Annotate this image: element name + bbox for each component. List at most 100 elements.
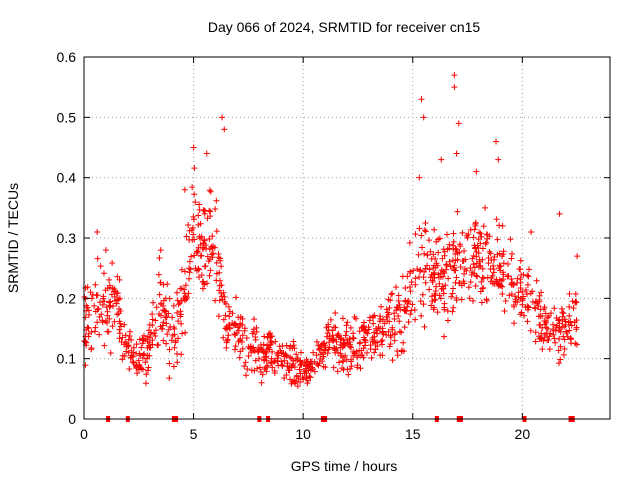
data-point bbox=[422, 265, 429, 272]
data-point bbox=[200, 244, 207, 251]
data-point bbox=[143, 380, 150, 387]
data-point bbox=[461, 270, 468, 277]
data-point bbox=[92, 281, 99, 288]
x-tick-labels: 0 5 10 15 20 bbox=[80, 426, 530, 442]
data-point bbox=[96, 331, 103, 338]
data-point bbox=[375, 323, 382, 330]
data-point bbox=[560, 351, 567, 358]
data-point bbox=[527, 327, 534, 334]
data-point bbox=[212, 297, 219, 304]
data-point bbox=[501, 307, 508, 314]
data-point bbox=[291, 364, 298, 371]
data-point bbox=[471, 264, 478, 271]
data-point bbox=[337, 350, 344, 357]
data-point bbox=[133, 341, 140, 348]
data-point bbox=[566, 303, 573, 310]
data-point bbox=[451, 72, 458, 79]
data-point bbox=[304, 380, 311, 387]
data-point bbox=[426, 237, 433, 244]
data-point bbox=[408, 307, 415, 314]
data-point bbox=[470, 252, 477, 259]
data-point bbox=[361, 342, 368, 349]
data-point bbox=[98, 311, 105, 318]
data-point bbox=[224, 336, 231, 343]
data-point bbox=[174, 289, 181, 296]
data-point bbox=[573, 324, 580, 331]
data-point bbox=[528, 228, 535, 235]
data-point bbox=[125, 349, 132, 356]
data-point bbox=[116, 326, 123, 333]
data-point bbox=[421, 250, 428, 257]
data-point bbox=[181, 268, 188, 275]
data-point bbox=[500, 260, 507, 267]
data-point bbox=[206, 187, 213, 194]
data-point bbox=[115, 296, 122, 303]
data-point bbox=[508, 281, 515, 288]
data-point bbox=[383, 331, 390, 338]
data-point bbox=[519, 288, 526, 295]
data-point bbox=[354, 362, 361, 369]
data-point bbox=[557, 343, 564, 350]
data-point bbox=[422, 220, 429, 227]
x-tick-label: 15 bbox=[405, 426, 421, 442]
data-point bbox=[402, 285, 409, 292]
data-point bbox=[544, 314, 551, 321]
data-point bbox=[407, 288, 414, 295]
data-point bbox=[348, 363, 355, 370]
data-point bbox=[392, 330, 399, 337]
data-point bbox=[395, 297, 402, 304]
data-point bbox=[190, 213, 197, 220]
data-point bbox=[477, 262, 484, 269]
data-point bbox=[315, 362, 322, 369]
data-point bbox=[511, 320, 518, 327]
data-point bbox=[315, 342, 322, 349]
data-point bbox=[269, 348, 276, 355]
data-point bbox=[439, 273, 446, 280]
data-point bbox=[560, 333, 567, 340]
data-point bbox=[441, 333, 448, 340]
data-point bbox=[537, 306, 544, 313]
data-point bbox=[249, 330, 256, 337]
data-point bbox=[84, 304, 91, 311]
data-point bbox=[185, 222, 192, 229]
data-point bbox=[333, 338, 340, 345]
data-point bbox=[209, 233, 216, 240]
data-point bbox=[182, 282, 189, 289]
data-point bbox=[243, 334, 250, 341]
data-point bbox=[142, 336, 149, 343]
data-point bbox=[562, 322, 569, 329]
data-point bbox=[415, 251, 422, 258]
data-point bbox=[476, 229, 483, 236]
data-point bbox=[342, 332, 349, 339]
data-point bbox=[322, 364, 329, 371]
data-point bbox=[250, 326, 257, 333]
data-point bbox=[138, 344, 145, 351]
data-point bbox=[529, 288, 536, 295]
data-point bbox=[271, 358, 278, 365]
data-point bbox=[167, 323, 174, 330]
y-tick-label: 0 bbox=[68, 411, 76, 427]
data-point bbox=[529, 299, 536, 306]
data-point bbox=[557, 356, 564, 363]
data-point bbox=[134, 370, 141, 377]
data-point bbox=[204, 280, 211, 287]
data-point bbox=[483, 231, 490, 238]
data-point bbox=[412, 316, 419, 323]
data-point bbox=[389, 290, 396, 297]
data-point bbox=[532, 329, 539, 336]
data-point bbox=[116, 335, 123, 342]
data-point bbox=[186, 269, 193, 276]
data-point bbox=[143, 371, 150, 378]
data-point bbox=[350, 330, 357, 337]
data-point bbox=[152, 317, 159, 324]
data-point bbox=[109, 260, 116, 267]
data-point bbox=[283, 371, 290, 378]
data-point bbox=[171, 331, 178, 338]
data-point bbox=[431, 262, 438, 269]
data-point bbox=[396, 328, 403, 335]
data-point bbox=[479, 285, 486, 292]
data-point bbox=[163, 320, 170, 327]
data-point bbox=[158, 326, 165, 333]
data-point bbox=[551, 305, 558, 312]
data-point bbox=[232, 321, 239, 328]
